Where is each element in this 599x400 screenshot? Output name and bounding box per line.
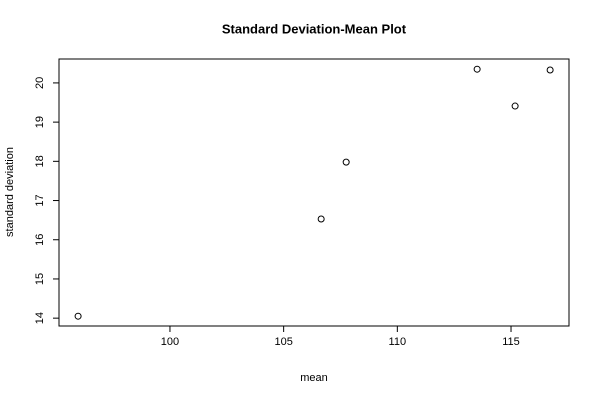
y-tick-label: 19 xyxy=(34,116,46,128)
y-tick-label: 16 xyxy=(34,234,46,246)
point xyxy=(546,66,554,74)
x-tick-label: 105 xyxy=(274,336,292,348)
plot-frame xyxy=(58,58,570,327)
y-tick-label: 17 xyxy=(34,194,46,206)
x-tick-label: 110 xyxy=(389,336,407,348)
chart-title: Standard Deviation-Mean Plot xyxy=(222,21,407,36)
x-tick-label: 100 xyxy=(161,336,179,348)
point xyxy=(342,158,350,166)
point xyxy=(511,102,519,110)
y-tick-label: 14 xyxy=(34,312,46,324)
point xyxy=(473,65,481,73)
y-tick-label: 15 xyxy=(34,273,46,285)
point xyxy=(317,215,325,223)
x-tick-label: 115 xyxy=(502,336,520,348)
y-tick-label: 20 xyxy=(34,77,46,89)
x-axis-label: mean xyxy=(300,372,328,384)
y-tick-label: 18 xyxy=(34,155,46,167)
point xyxy=(74,312,82,320)
y-axis-label: standard deviation xyxy=(4,147,16,237)
